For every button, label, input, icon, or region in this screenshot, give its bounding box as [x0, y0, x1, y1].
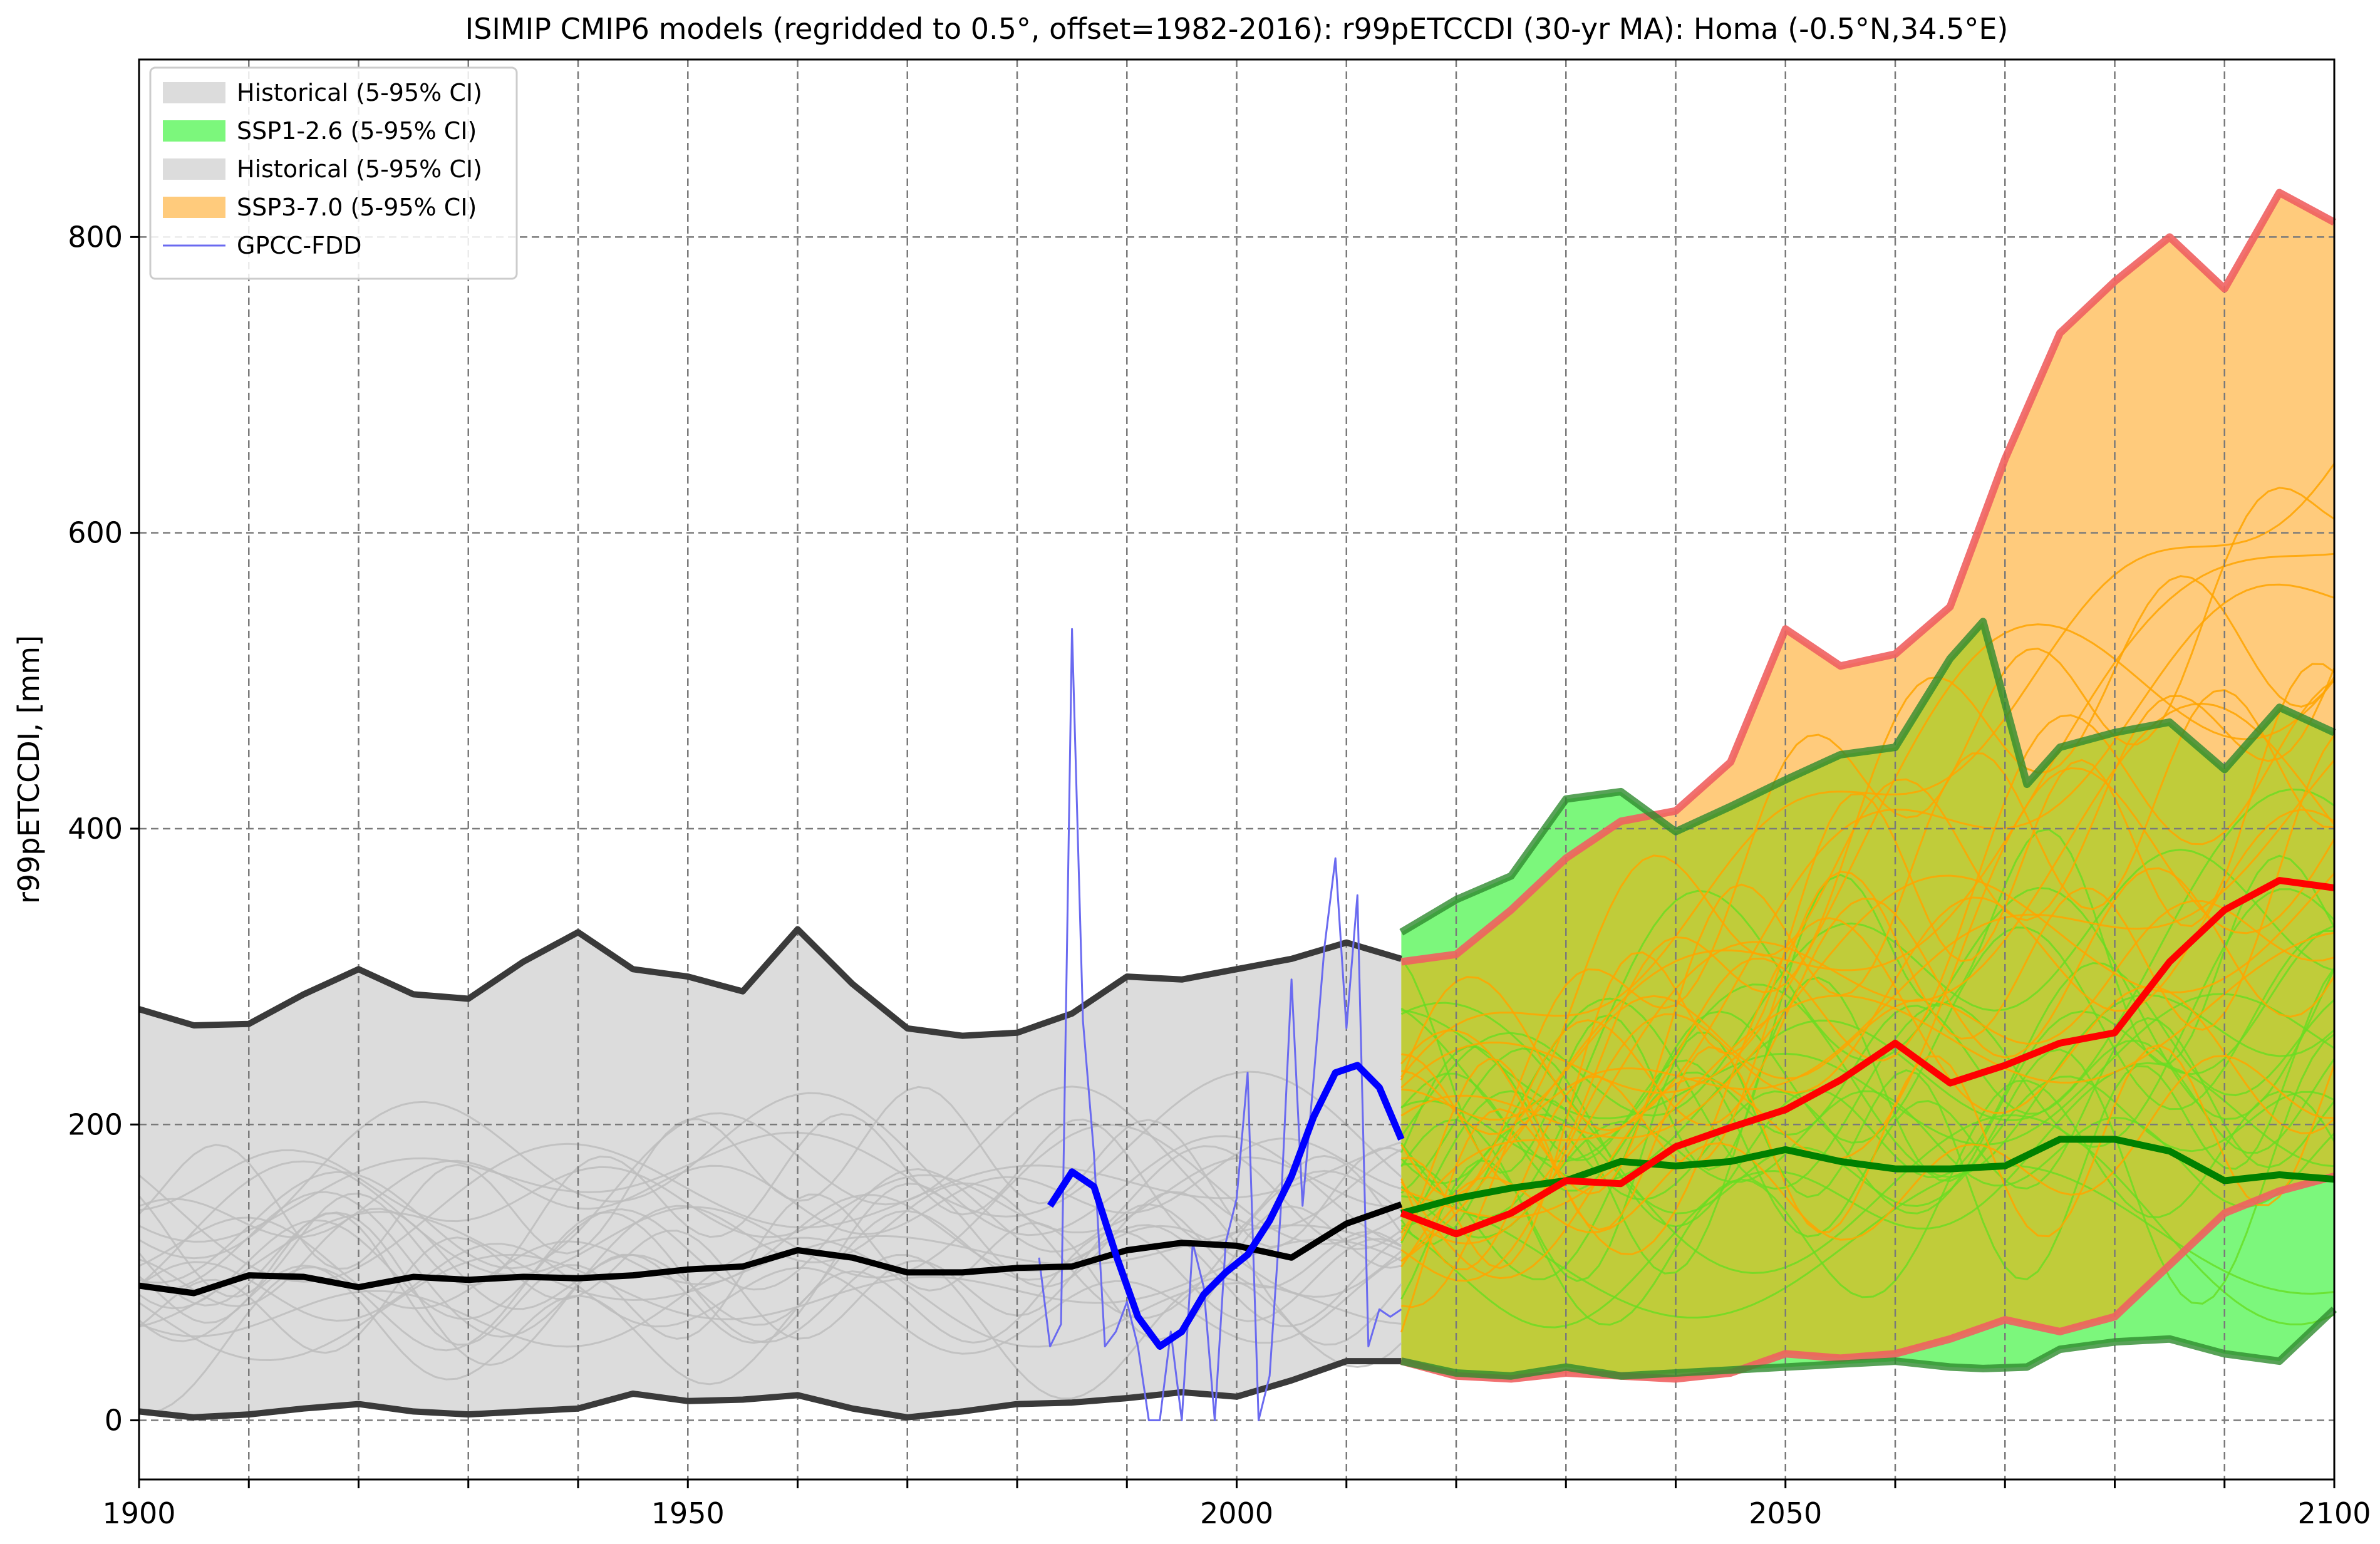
chart-title: ISIMIP CMIP6 models (regridded to 0.5°, … — [465, 12, 2009, 46]
ssp370-member-line — [1400, 759, 2336, 1262]
x-tick-label: 2000 — [1200, 1496, 1273, 1530]
ssp126-member-line — [1400, 1062, 2335, 1329]
legend-box — [149, 66, 518, 280]
historical-member-line — [138, 1145, 1402, 1320]
ssp126-member-line — [1400, 1079, 2336, 1326]
historical-member-line — [138, 1203, 1402, 1354]
gpcc-fdd-line — [1038, 628, 1402, 1421]
ssp370-member-line — [1400, 552, 2335, 1263]
gpcc-fdd-ma-line — [1047, 1062, 1405, 1350]
historical-member-line — [138, 1149, 1402, 1238]
y-tick-label: 800 — [68, 220, 123, 254]
legend-label: SSP1-2.6 (5-95% CI) — [237, 117, 477, 145]
ssp370-member-line — [1400, 931, 2335, 1219]
ssp370-member-line — [1400, 809, 2335, 1282]
ssp370-upper-edge — [1400, 189, 2336, 966]
y-tick-label: 600 — [68, 516, 123, 550]
ssp370-member-line — [1401, 667, 2336, 1136]
historical-median-line — [138, 1201, 1403, 1297]
ssp370-member-line — [1400, 689, 2335, 1333]
ssp126-member-line — [1400, 962, 2336, 1228]
y-axis-label: r99pETCCDI, [mm] — [12, 635, 46, 904]
x-tick-label: 2050 — [1749, 1496, 1822, 1530]
historical-upper-edge — [138, 926, 1402, 1039]
historical-member-line — [138, 1169, 1402, 1338]
x-tick-label: 2100 — [2297, 1496, 2371, 1530]
historical-lower-edge — [138, 1358, 1402, 1421]
historical-member-line — [138, 1112, 1402, 1298]
ssp126-lower-edge — [1400, 1307, 2337, 1380]
ssp370-median-line — [1400, 877, 2335, 1238]
ssp370-member-line — [1400, 583, 2335, 1234]
legend-label: Historical (5-95% CI) — [237, 79, 482, 106]
x-tick-label: 1900 — [102, 1496, 175, 1530]
historical-member-line — [138, 1194, 1402, 1310]
historical-member-line — [138, 1141, 1402, 1283]
ssp370-member-line — [1400, 463, 2336, 1078]
ssp126-median-line — [1400, 1136, 2335, 1217]
ensemble-members-layer — [138, 463, 2336, 1414]
y-tick-label: 200 — [68, 1107, 123, 1141]
historical-member-line — [138, 1236, 1402, 1348]
ssp126-member-line — [1400, 967, 2336, 1300]
legend-swatch — [163, 197, 225, 218]
ssp370-member-line — [1400, 487, 2335, 1198]
legend-swatch — [163, 82, 225, 103]
grid-layer — [139, 60, 2334, 1479]
ssp126-member-line — [1401, 1164, 2335, 1319]
legend-label: GPCC-FDD — [237, 232, 362, 259]
legend-swatch — [163, 158, 225, 180]
legend-swatch — [163, 120, 225, 142]
ssp370-member-line — [1401, 867, 2336, 1308]
y-tick-label: 400 — [68, 812, 123, 846]
historical-member-line — [138, 1070, 1402, 1243]
historical-member-line — [138, 1085, 1402, 1270]
ssp370-member-line — [1400, 873, 2336, 1139]
median-lines-layer — [138, 628, 2335, 1421]
legend: Historical (5-95% CI) SSP1-2.6 (5-95% CI)… — [149, 66, 518, 280]
legend-label: SSP3-7.0 (5-95% CI) — [237, 194, 477, 221]
legend-label: Historical (5-95% CI) — [237, 155, 482, 183]
y-tick-label: 0 — [105, 1404, 123, 1438]
ssp370-member-line — [1400, 1055, 2335, 1268]
ssp370-member-line — [1400, 734, 2336, 1270]
x-tick-label: 1950 — [651, 1496, 725, 1530]
ssp126-member-line — [1401, 1075, 2335, 1228]
ssp370-member-line — [1401, 575, 2336, 1193]
band-edges-layer — [138, 189, 2337, 1421]
ssp370-member-line — [1401, 663, 2335, 1270]
ssp370-member-line — [1400, 767, 2336, 1280]
ssp126-member-line — [1400, 848, 2335, 1137]
ssp126-member-line — [1400, 977, 2335, 1305]
ssp126-upper-edge — [1399, 618, 2336, 936]
ssp126-member-line — [1401, 993, 2335, 1146]
ssp370-lower-edge — [1400, 1173, 2336, 1383]
ssp126-member-line — [1401, 926, 2334, 1280]
ssp370-member-line — [1400, 917, 2335, 1256]
historical-member-line — [138, 1092, 1402, 1260]
ssp126-member-line — [1400, 828, 2336, 1174]
ssp370-member-line — [1400, 623, 2336, 1094]
axis-ticks-layer: 1900 1950 2000 2050 2100 0 200 400 600 800 — [68, 220, 2371, 1530]
